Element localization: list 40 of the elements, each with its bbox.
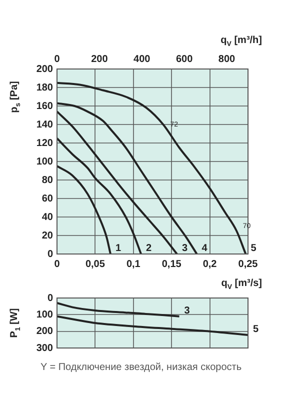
series-label: 3 (184, 305, 190, 316)
y-tick-label: 180 (36, 82, 54, 94)
y-tick-label: 120 (36, 138, 54, 149)
text: Y = Подключение звездой, низкая скорость (39, 362, 243, 373)
x-tick-label: 0,25 (238, 258, 258, 270)
y-tick-label: 100 (36, 156, 54, 168)
x2-tick-label: 800 (218, 54, 236, 65)
y-tick-label: 160 (36, 100, 54, 112)
line-series (57, 102, 198, 254)
x2-tick-label: 600 (176, 54, 194, 65)
x2-tick-label: 400 (134, 54, 151, 65)
y-tick-label: 0 (47, 292, 54, 304)
series-label: 4 (202, 243, 208, 254)
y-tick-label: 0 (47, 248, 54, 260)
series-label: 5 (253, 324, 259, 335)
line-series (57, 110, 178, 254)
x2-tick-label: 0 (54, 54, 60, 65)
x-tick-label: 0 (54, 258, 60, 270)
x2-tick-label: 200 (91, 54, 108, 65)
x-tick-label: 0,1 (126, 258, 141, 270)
y-tick-label: 40 (42, 212, 54, 223)
series-label: 1 (115, 243, 122, 254)
line-series (57, 302, 180, 318)
line-series (57, 165, 112, 254)
x-tick-label: 0,15 (162, 258, 182, 270)
y-tick-label: 100 (36, 309, 54, 320)
y-tick-label: 60 (42, 193, 54, 204)
y-tick-label: 80 (42, 174, 54, 186)
x-tick-label: 0,2 (202, 258, 218, 270)
series-label: 3 (182, 243, 188, 254)
y-tick-label: 200 (36, 326, 54, 338)
y-tick-label: 300 (36, 342, 54, 354)
y-tick-label: 200 (36, 64, 54, 75)
line-series (57, 137, 142, 254)
x-tick-label: 0,05 (85, 258, 106, 270)
y-tick-label: 20 (42, 230, 54, 242)
series-label: 2 (146, 243, 152, 254)
line-series (57, 315, 248, 336)
y-tick-label: 140 (36, 119, 54, 130)
series-label: 5 (250, 243, 257, 254)
